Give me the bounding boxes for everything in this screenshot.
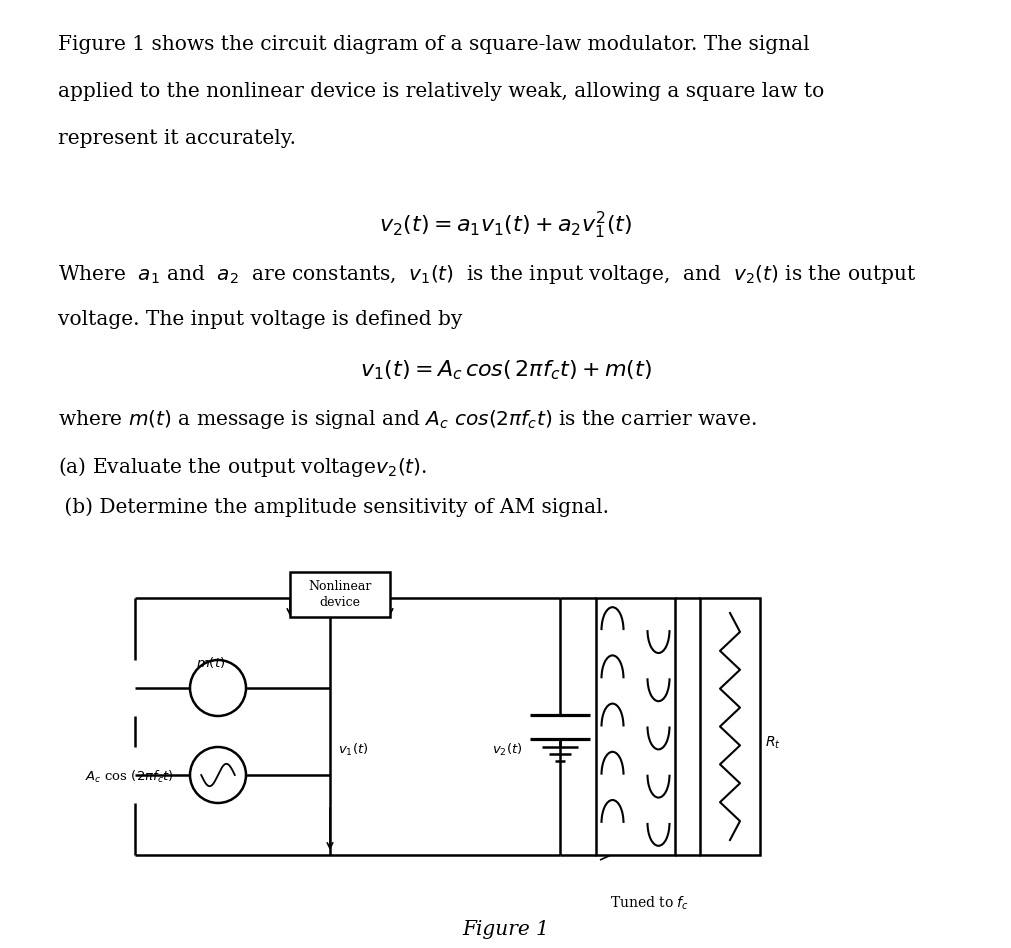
Text: represent it accurately.: represent it accurately. (58, 129, 295, 148)
Text: Figure 1 shows the circuit diagram of a square-law modulator. The signal: Figure 1 shows the circuit diagram of a … (58, 35, 809, 54)
Text: $v_1(t) = A_c\,cos(\,2\pi f_c t) + m(t)$: $v_1(t) = A_c\,cos(\,2\pi f_c t) + m(t)$ (360, 358, 651, 382)
Text: $m(t)$: $m(t)$ (196, 655, 225, 670)
Text: $R_t$: $R_t$ (764, 735, 780, 751)
Bar (290, 572, 389, 617)
Text: Nonlinear
device: Nonlinear device (308, 580, 371, 609)
Bar (700, 598, 759, 855)
Text: (a) Evaluate the output voltage$v_2(t)$.: (a) Evaluate the output voltage$v_2(t)$. (58, 455, 427, 479)
Text: $v_2(t)$: $v_2(t)$ (491, 741, 522, 757)
Text: $v_2(t) = a_1 v_1(t) + a_2 v_1^2(t)$: $v_2(t) = a_1 v_1(t) + a_2 v_1^2(t)$ (379, 210, 632, 241)
Text: Tuned to $f_c$: Tuned to $f_c$ (610, 895, 688, 912)
Text: $v_1(t)$: $v_1(t)$ (338, 741, 368, 757)
Text: Figure 1: Figure 1 (462, 920, 549, 939)
Text: Where  $a_1$ and  $a_2$  are constants,  $v_1(t)$  is the input voltage,  and  $: Where $a_1$ and $a_2$ are constants, $v_… (58, 263, 915, 286)
Text: (b) Determine the amplitude sensitivity of AM signal.: (b) Determine the amplitude sensitivity … (58, 497, 609, 517)
Text: where $\mathit{m}(t)$ a message is signal and $A_c$ $\mathit{cos}$$(2\pi f_c t)$: where $\mathit{m}(t)$ a message is signa… (58, 408, 756, 431)
Text: applied to the nonlinear device is relatively weak, allowing a square law to: applied to the nonlinear device is relat… (58, 82, 823, 101)
Bar (595, 598, 674, 855)
Text: $A_c$ cos $(2\pi f_c t)$: $A_c$ cos $(2\pi f_c t)$ (85, 769, 174, 785)
Text: voltage. The input voltage is defined by: voltage. The input voltage is defined by (58, 310, 462, 329)
